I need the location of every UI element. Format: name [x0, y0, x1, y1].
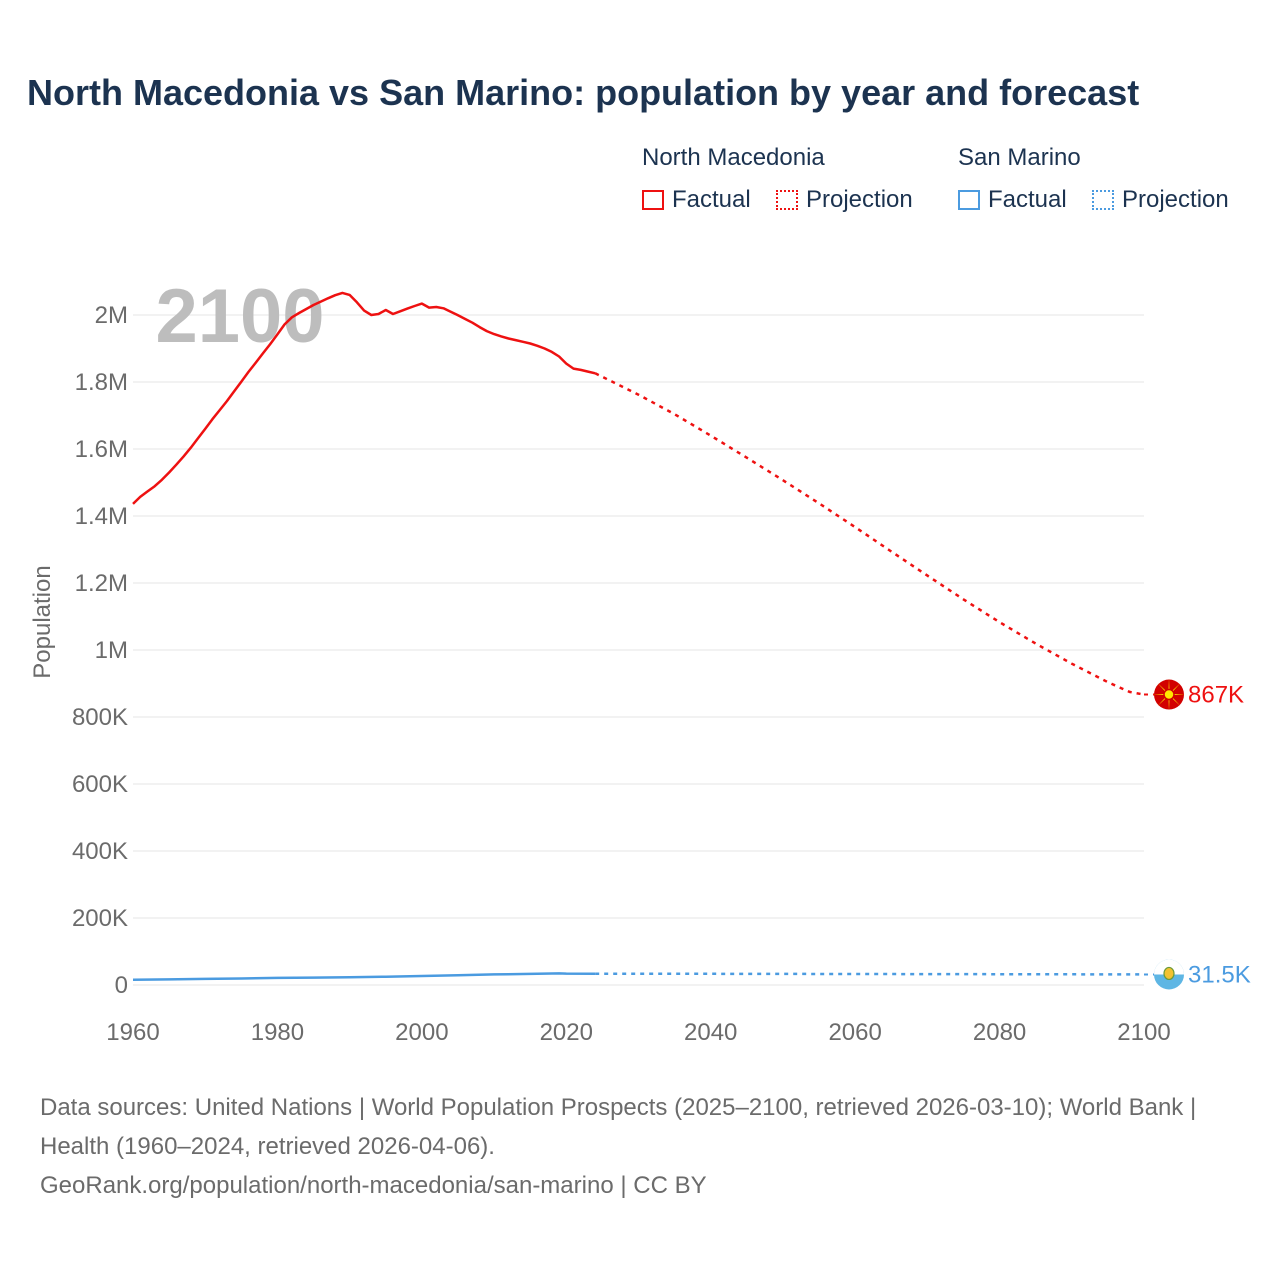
y-tick-label: 1.6M: [75, 436, 128, 463]
flag-ray: [1170, 683, 1181, 693]
y-tick-label: 0: [115, 972, 128, 999]
legend-san-marino-projection[interactable]: Projection: [1092, 186, 1229, 214]
legend-label: Factual: [672, 186, 751, 213]
y-axis-label: Population: [29, 565, 56, 678]
y-tick-label: 1M: [95, 637, 128, 664]
legend-dotted-swatch-icon: [776, 190, 798, 210]
flag-ray: [1153, 694, 1167, 696]
flag-san-marino-icon: [1154, 959, 1184, 990]
source-line-2: GeoRank.org/population/north-macedonia/s…: [40, 1172, 707, 1199]
series-end-markers: 867K 31.5K: [1153, 678, 1251, 990]
series-end-label-north-macedonia: 867K: [1188, 682, 1244, 709]
y-tick-label: 600K: [72, 771, 128, 798]
series-line-san-marino-factual: [132, 972, 596, 982]
legend-label: Factual: [988, 186, 1067, 213]
legend-solid-swatch-icon: [958, 190, 980, 210]
legend-solid-swatch-icon: [642, 190, 664, 210]
flag-ray: [1171, 694, 1185, 696]
flag-ray: [1170, 696, 1181, 706]
legend-label: Projection: [806, 186, 913, 213]
x-axis-ticks: 1960 1980 2000 2020 2040 2060 2080 2100: [106, 1019, 1170, 1046]
chart-title: North Macedonia vs San Marino: populatio…: [27, 72, 1140, 113]
flag-ray: [1157, 683, 1168, 693]
watermark-year: 2100: [155, 274, 324, 359]
y-tick-label: 1.2M: [75, 570, 128, 597]
y-tick-label: 200K: [72, 905, 128, 932]
x-tick-label: 2000: [395, 1019, 448, 1046]
legend-label: Projection: [1122, 186, 1229, 213]
legend-heading-north-macedonia: North Macedonia: [642, 144, 825, 171]
population-chart: 2100 0 200K 400K 600K 800K 1M 1.2M 1.4M 1.6M 1.8M…: [29, 274, 1251, 1046]
flag-sun: [1163, 688, 1175, 701]
legend-north-macedonia-factual[interactable]: Factual: [642, 186, 751, 214]
x-tick-label: 2040: [684, 1019, 737, 1046]
y-tick-label: 400K: [72, 838, 128, 865]
series-line-north-macedonia-factual: [132, 291, 596, 505]
flag-ray: [1168, 697, 1170, 711]
grid-lines: [133, 314, 1144, 986]
flag-emblem: [1163, 966, 1175, 981]
legend-heading-san-marino: San Marino: [958, 144, 1081, 171]
y-tick-label: 1.4M: [75, 503, 128, 530]
y-axis-ticks: 0 200K 400K 600K 800K 1M 1.2M 1.4M 1.6M 1.8M 2M: [72, 302, 128, 999]
x-tick-label: 2080: [973, 1019, 1026, 1046]
flag-north-macedonia-icon: [1153, 678, 1185, 711]
flag-ray: [1168, 678, 1170, 692]
series-end-label-san-marino: 31.5K: [1188, 961, 1251, 988]
x-tick-label: 2060: [828, 1019, 881, 1046]
series-line-san-marino-projection: [595, 972, 1145, 976]
x-tick-label: 1960: [106, 1019, 159, 1046]
series-lines: [132, 291, 1155, 982]
legend-north-macedonia-projection[interactable]: Projection: [776, 186, 913, 214]
y-tick-label: 2M: [95, 302, 128, 329]
x-tick-label: 2100: [1117, 1019, 1170, 1046]
y-tick-label: 1.8M: [75, 369, 128, 396]
source-line-1: Data sources: United Nations | World Pop…: [40, 1094, 1197, 1160]
legend-san-marino-factual[interactable]: Factual: [958, 186, 1067, 214]
data-source-note: Data sources: United Nations | World Pop…: [40, 1088, 1240, 1205]
y-tick-label: 800K: [72, 704, 128, 731]
x-tick-label: 2020: [540, 1019, 593, 1046]
legend-dotted-swatch-icon: [1092, 190, 1114, 210]
series-line-north-macedonia-projection: [594, 372, 1145, 696]
x-tick-label: 1980: [251, 1019, 304, 1046]
flag-ray: [1157, 696, 1168, 706]
